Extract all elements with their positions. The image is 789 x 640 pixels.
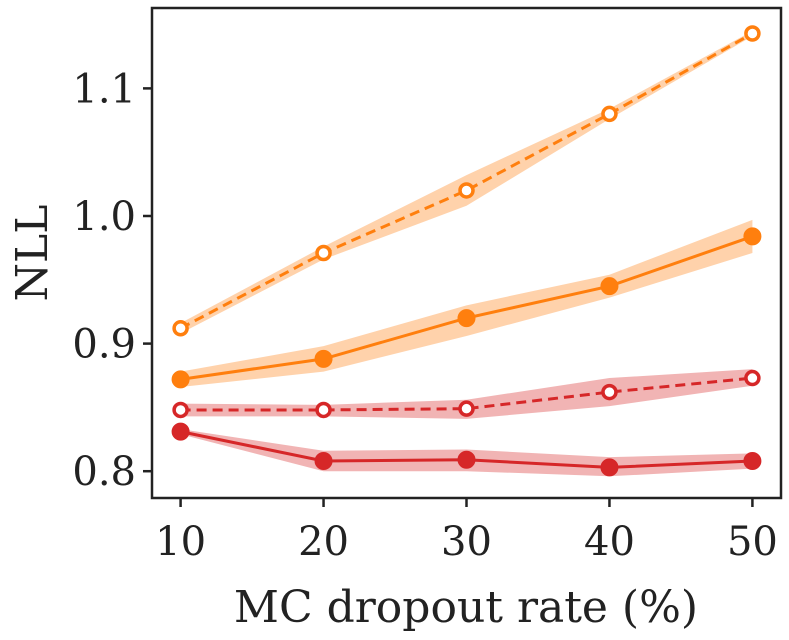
- y-axis-title: NLL: [7, 205, 58, 302]
- data-point-red-solid-filled-10: [171, 422, 190, 441]
- series-markers: [171, 25, 762, 477]
- data-point-orange-dashed-open-20: [315, 244, 332, 262]
- data-point-orange-dashed-open-30: [458, 182, 475, 199]
- x-tick-label: 20: [298, 519, 349, 565]
- x-tick-label: 40: [584, 519, 635, 565]
- data-point-orange-solid-filled-20: [314, 349, 333, 368]
- data-point-red-solid-filled-30: [457, 450, 476, 469]
- data-point-orange-solid-filled-10: [171, 370, 190, 389]
- y-tick-label: 0.9: [72, 322, 136, 368]
- data-point-orange-dashed-open-50: [744, 25, 761, 42]
- series-line-orange-dashed-open: [179, 32, 754, 330]
- y-tick-label: 0.8: [72, 449, 136, 495]
- y-tick-label: 1.0: [72, 194, 136, 240]
- data-point-red-dashed-open-40: [601, 383, 618, 401]
- y-axis-ticks: 0.8 0.9 1.0 1.1: [72, 66, 152, 495]
- x-tick-label: 50: [727, 519, 778, 565]
- data-point-orange-dashed-open-40: [601, 105, 618, 123]
- x-axis-ticks: 10 20 30 40 50: [155, 498, 778, 565]
- data-point-red-dashed-open-20: [315, 401, 332, 419]
- data-point-red-dashed-open-30: [458, 400, 475, 417]
- x-tick-label: 30: [441, 519, 492, 565]
- data-point-red-solid-filled-40: [600, 458, 619, 477]
- data-point-orange-solid-filled-50: [743, 227, 762, 246]
- data-point-orange-dashed-open-10: [172, 320, 189, 337]
- data-point-red-dashed-open-10: [172, 401, 189, 419]
- data-point-red-solid-filled-20: [314, 451, 333, 470]
- data-point-red-dashed-open-50: [744, 369, 761, 387]
- data-point-red-solid-filled-50: [743, 451, 762, 470]
- data-point-orange-solid-filled-40: [600, 277, 619, 296]
- x-tick-label: 10: [155, 519, 206, 565]
- x-axis-title: MC dropout rate (%): [234, 582, 698, 633]
- data-point-orange-solid-filled-30: [457, 309, 476, 328]
- y-tick-label: 1.1: [72, 66, 136, 112]
